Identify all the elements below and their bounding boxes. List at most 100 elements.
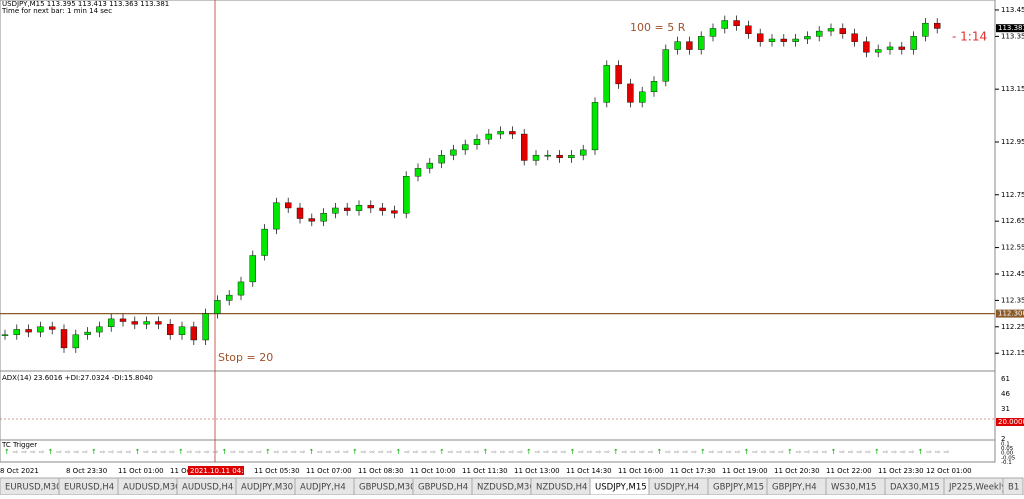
- tab-label[interactable]: NZDUSD,H4: [536, 483, 587, 493]
- candle: [320, 213, 327, 222]
- candle: [166, 323, 174, 335]
- candle: [273, 202, 280, 230]
- trigger-arrow: ⇨: [13, 448, 19, 456]
- tab-label[interactable]: GBPUSD,M30: [359, 483, 416, 493]
- price-tick-label: 113.350: [1001, 32, 1024, 40]
- price-tick-label: 112.350: [1001, 296, 1024, 304]
- trigger-arrow: ↑: [657, 448, 663, 456]
- trigger-arrow: ⇨: [848, 448, 854, 456]
- price-tick-label: 112.450: [1001, 270, 1024, 278]
- time-cursor-box: [188, 466, 244, 475]
- candle: [922, 22, 929, 37]
- trigger-arrow: ⇨: [891, 448, 897, 456]
- trigger-arrow: ⇨: [604, 448, 610, 456]
- candle: [580, 149, 587, 156]
- annotation: - 1:14: [952, 30, 987, 44]
- tab-label[interactable]: DAX30,M15: [890, 483, 940, 493]
- trigger-arrow: ⇨: [169, 448, 175, 456]
- time-label: 2021.10.11 04:15: [190, 467, 252, 475]
- trigger-arrow: ⇨: [430, 448, 436, 456]
- time-label: 11 Oct 23:30: [878, 467, 924, 475]
- price-tick-label: 112.750: [1001, 191, 1024, 199]
- trigger-arrow: ↑: [787, 448, 793, 456]
- trigger-arrow: ⇨: [883, 448, 889, 456]
- tab-label[interactable]: AUDUSD,H4: [182, 483, 233, 493]
- trigger-tick-label: -0.1: [1001, 460, 1012, 466]
- candle: [237, 281, 245, 296]
- trigger-arrow: ⇨: [195, 448, 201, 456]
- candle: [450, 149, 457, 156]
- tab-label[interactable]: WS30,M15: [831, 483, 876, 493]
- trigger-arrow: ⇨: [274, 448, 280, 456]
- tab-label[interactable]: EURUSD,H4: [64, 483, 114, 493]
- trigger-arrow: ↑: [483, 448, 489, 456]
- tab-label[interactable]: AUDJPY,H4: [300, 483, 346, 493]
- tab-label[interactable]: EURUSD,M30: [5, 483, 62, 493]
- trigger-arrow: ↑: [352, 448, 358, 456]
- trigger-arrow: ⇨: [369, 448, 375, 456]
- tab-label[interactable]: USDJPY,M15: [595, 483, 647, 493]
- trigger-arrow: ⇨: [30, 448, 36, 456]
- trigger-arrow: ⇨: [161, 448, 167, 456]
- candle: [497, 131, 504, 135]
- trigger-arrow: ↑: [396, 448, 402, 456]
- trigger-arrow: ⇨: [126, 448, 132, 456]
- trigger-arrow: ⇨: [535, 448, 541, 456]
- trigger-arrow: ⇨: [587, 448, 593, 456]
- trigger-arrow: ⇨: [82, 448, 88, 456]
- trigger-arrow: ⇨: [65, 448, 71, 456]
- candle: [403, 176, 410, 214]
- trigger-arrow: ⇨: [517, 448, 523, 456]
- tab-label[interactable]: JP225,Weekly: [948, 483, 1006, 493]
- candle: [721, 20, 728, 29]
- candle: [875, 49, 882, 53]
- tab-label[interactable]: GBPJPY,M15: [713, 483, 764, 493]
- candle: [143, 321, 150, 325]
- trigger-arrow: ⇨: [56, 448, 62, 456]
- candle: [698, 36, 705, 50]
- tab-label[interactable]: AUDJPY,M30: [241, 483, 293, 493]
- trigger-arrow: ⇨: [108, 448, 114, 456]
- candle: [780, 38, 787, 42]
- candle: [521, 133, 528, 161]
- trigger-arrow: ↑: [265, 448, 271, 456]
- candle: [344, 207, 351, 211]
- annotation: Stop = 20: [218, 351, 273, 364]
- trigger-arrow: ⇨: [717, 448, 723, 456]
- tab-label[interactable]: B1: [1008, 483, 1019, 493]
- trigger-arrow: ↑: [4, 448, 10, 456]
- trigger-arrow: ↑: [700, 448, 706, 456]
- trigger-arrow: ⇨: [857, 448, 863, 456]
- candle: [650, 81, 658, 93]
- tab-label[interactable]: NZDUSD,M30: [477, 483, 535, 493]
- candle: [591, 102, 599, 151]
- bar-timer: Time for next bar: 1 min 14 sec: [1, 7, 112, 15]
- tab-label[interactable]: USDJPY,H4: [654, 483, 699, 493]
- trigger-arrow: ⇨: [387, 448, 393, 456]
- trigger-arrow: ↑: [744, 448, 750, 456]
- time-label: 11 Oct 16:00: [618, 467, 664, 475]
- candle: [131, 321, 139, 325]
- trigger-arrow: ⇨: [752, 448, 758, 456]
- candle: [119, 318, 127, 322]
- trigger-arrow: ↑: [135, 448, 141, 456]
- trigger-arrow: ⇨: [804, 448, 810, 456]
- tab-label[interactable]: GBPJPY,H4: [772, 483, 817, 493]
- trigger-arrow: ⇨: [543, 448, 549, 456]
- trigger-arrow: ⇨: [39, 448, 45, 456]
- trigger-arrow: ⇨: [448, 448, 454, 456]
- candle: [178, 326, 186, 335]
- tab-label[interactable]: GBPUSD,H4: [418, 483, 468, 493]
- trigger-arrow: ⇨: [152, 448, 158, 456]
- trigger-arrow: ⇨: [639, 448, 645, 456]
- trigger-arrow: ⇨: [378, 448, 384, 456]
- tab-label[interactable]: AUDUSD,M30: [123, 483, 181, 493]
- candle: [202, 313, 209, 341]
- candle: [745, 25, 752, 34]
- trigger-arrow: ⇨: [648, 448, 654, 456]
- trigger-arrow: ⇨: [578, 448, 584, 456]
- trigger-arrow: ⇨: [735, 448, 741, 456]
- candle: [367, 205, 374, 209]
- price-tick-label: 112.150: [1001, 349, 1024, 357]
- adx-label: ADX(14) 23.6016 +DI:27.0324 -DI:15.8040: [2, 374, 153, 382]
